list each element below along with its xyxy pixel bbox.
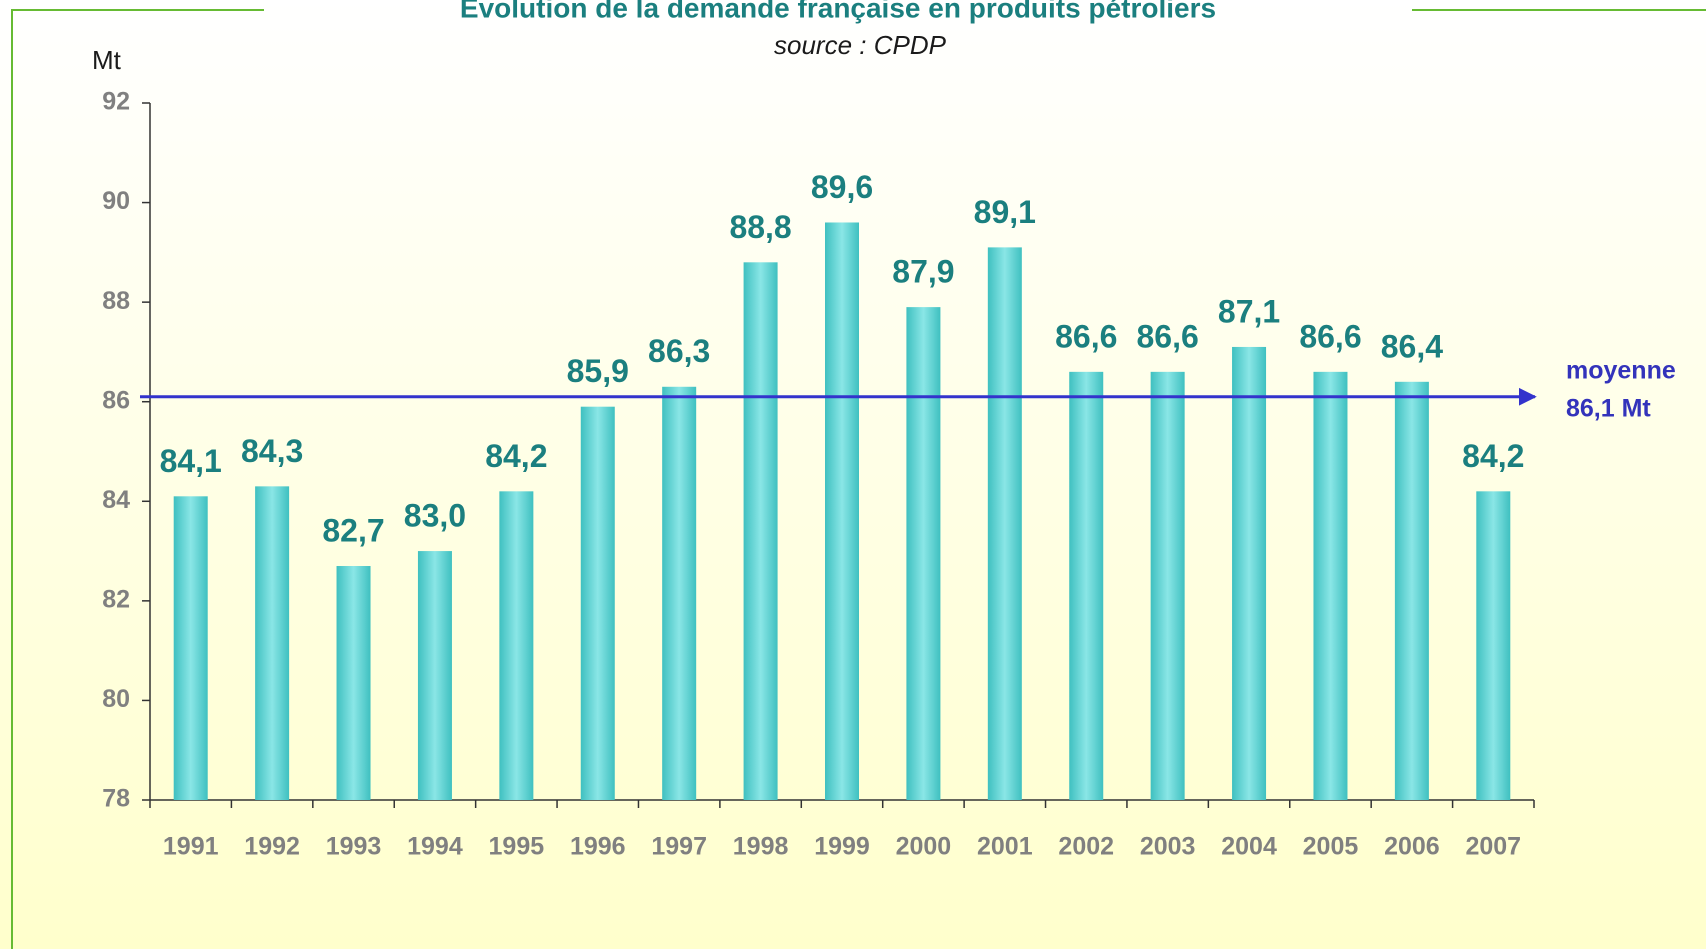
bar xyxy=(1394,381,1429,800)
annotation: moyenne xyxy=(1566,356,1676,384)
bar xyxy=(662,386,697,800)
y-tick-label: 88 xyxy=(102,287,130,315)
y-tick-label: 92 xyxy=(102,88,130,116)
chart-subtitle: source : CPDP xyxy=(774,30,947,60)
bar xyxy=(906,307,941,800)
value-label: 89,6 xyxy=(811,169,873,205)
x-tick-label: 2005 xyxy=(1303,833,1359,861)
value-label: 85,9 xyxy=(567,353,629,389)
x-tick-label: 1996 xyxy=(570,833,626,861)
bar xyxy=(417,551,452,800)
value-label: 84,1 xyxy=(160,443,222,479)
value-label: 86,6 xyxy=(1299,318,1361,354)
value-label: 84,2 xyxy=(485,438,547,474)
annotation: 86,1 Mt xyxy=(1566,394,1651,422)
x-tick-label: 2003 xyxy=(1140,833,1196,861)
x-tick-label: 2004 xyxy=(1221,833,1277,861)
bar xyxy=(255,486,290,800)
bar xyxy=(499,491,534,800)
bar xyxy=(1232,346,1267,800)
x-tick-label: 2000 xyxy=(896,833,952,861)
value-label: 83,0 xyxy=(404,498,466,534)
x-tick-label: 1997 xyxy=(651,833,707,861)
x-tick-label: 2001 xyxy=(977,833,1033,861)
bar xyxy=(580,406,615,800)
bar xyxy=(1476,491,1511,800)
x-tick-label: 2002 xyxy=(1058,833,1114,861)
y-tick-label: 82 xyxy=(102,585,130,613)
x-tick-label: 2007 xyxy=(1465,833,1521,861)
y-tick-label: 78 xyxy=(102,785,130,813)
y-tick-label: 86 xyxy=(102,386,130,414)
frame xyxy=(11,9,1706,949)
x-tick-label: 2006 xyxy=(1384,833,1440,861)
chart-title: Evolution de la demande française en pro… xyxy=(460,0,1216,23)
bar xyxy=(173,496,208,800)
value-label: 86,6 xyxy=(1137,318,1199,354)
value-label: 82,7 xyxy=(322,512,384,548)
y-tick-label: 90 xyxy=(102,187,130,215)
x-tick-label: 1993 xyxy=(326,833,382,861)
value-label: 84,2 xyxy=(1462,438,1524,474)
y-tick-label: 80 xyxy=(102,685,130,713)
x-tick-label: 1999 xyxy=(814,833,870,861)
x-tick-label: 1992 xyxy=(244,833,300,861)
value-label: 84,3 xyxy=(241,433,303,469)
bar xyxy=(336,566,371,800)
bar xyxy=(825,222,859,800)
y-tick-label: 84 xyxy=(102,486,130,514)
value-label: 86,3 xyxy=(648,333,710,369)
value-label: 89,1 xyxy=(974,194,1036,230)
bar xyxy=(987,247,1022,801)
x-tick-label: 1998 xyxy=(733,833,789,861)
value-label: 87,9 xyxy=(892,254,954,290)
bar xyxy=(1150,371,1185,800)
y-axis-label: Mt xyxy=(92,45,122,75)
value-label: 86,6 xyxy=(1055,318,1117,354)
x-tick-label: 1994 xyxy=(407,833,463,861)
bar xyxy=(1069,371,1104,800)
bar xyxy=(1313,371,1348,800)
value-label: 86,4 xyxy=(1381,328,1443,364)
value-label: 88,8 xyxy=(729,209,791,245)
x-tick-label: 1995 xyxy=(489,833,545,861)
x-tick-label: 1991 xyxy=(163,833,219,861)
value-label: 87,1 xyxy=(1218,293,1280,329)
bar xyxy=(743,262,778,800)
